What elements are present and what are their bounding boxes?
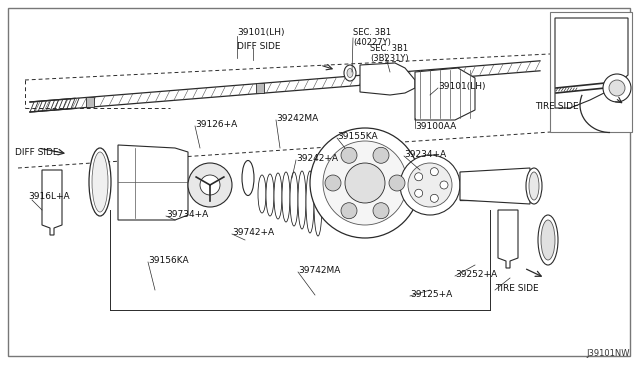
Ellipse shape	[258, 175, 266, 213]
Text: 39101(LH): 39101(LH)	[438, 82, 486, 91]
Circle shape	[430, 194, 438, 202]
Circle shape	[310, 128, 420, 238]
Circle shape	[609, 80, 625, 96]
Text: SEC. 3B1
(3B231Y): SEC. 3B1 (3B231Y)	[370, 44, 408, 63]
Bar	[386, 73, 394, 83]
Text: 39242+A: 39242+A	[296, 154, 338, 163]
Circle shape	[603, 74, 631, 102]
Ellipse shape	[314, 170, 322, 236]
Circle shape	[345, 163, 385, 203]
Text: 39125+A: 39125+A	[410, 290, 452, 299]
Ellipse shape	[282, 172, 290, 222]
Polygon shape	[460, 168, 530, 204]
Polygon shape	[555, 18, 628, 108]
Bar	[550, 12, 632, 132]
Ellipse shape	[266, 174, 274, 216]
Ellipse shape	[306, 171, 314, 233]
Ellipse shape	[529, 172, 539, 200]
Text: DIFF SIDE: DIFF SIDE	[237, 42, 280, 51]
Text: 39234+A: 39234+A	[404, 150, 446, 159]
Text: 3916L+A: 3916L+A	[28, 192, 70, 201]
Text: SEC. 3B1
(40227Y): SEC. 3B1 (40227Y)	[353, 28, 391, 47]
Circle shape	[440, 181, 448, 189]
Text: DIFF SIDE: DIFF SIDE	[15, 148, 58, 157]
Polygon shape	[360, 63, 415, 95]
Text: 39156KA: 39156KA	[148, 256, 189, 265]
Circle shape	[389, 175, 405, 191]
Ellipse shape	[538, 215, 558, 265]
Text: TIRE SIDE: TIRE SIDE	[535, 102, 579, 111]
Text: 39252+A: 39252+A	[455, 270, 497, 279]
Circle shape	[341, 147, 357, 163]
Ellipse shape	[526, 168, 542, 204]
Ellipse shape	[298, 171, 306, 229]
Bar	[86, 97, 94, 107]
Polygon shape	[498, 210, 518, 268]
Text: J39101NW: J39101NW	[586, 349, 630, 358]
Text: TIRE SIDE: TIRE SIDE	[495, 284, 539, 293]
Ellipse shape	[344, 65, 356, 81]
Text: 39155KA: 39155KA	[337, 132, 378, 141]
Bar	[256, 83, 264, 93]
Ellipse shape	[316, 176, 328, 214]
Circle shape	[323, 141, 407, 225]
Ellipse shape	[337, 138, 353, 158]
Text: 39742+A: 39742+A	[232, 228, 274, 237]
Ellipse shape	[340, 141, 350, 155]
Ellipse shape	[274, 173, 282, 219]
Circle shape	[415, 189, 422, 197]
Ellipse shape	[89, 148, 111, 216]
Text: 39242MA: 39242MA	[276, 114, 318, 123]
Circle shape	[341, 203, 357, 219]
Circle shape	[188, 163, 232, 207]
Ellipse shape	[541, 220, 555, 260]
Ellipse shape	[242, 160, 254, 196]
Circle shape	[400, 155, 460, 215]
Circle shape	[200, 175, 220, 195]
Polygon shape	[118, 145, 188, 220]
Text: 39126+A: 39126+A	[195, 120, 237, 129]
Ellipse shape	[290, 172, 298, 226]
Circle shape	[415, 173, 422, 181]
Text: 39734+A: 39734+A	[166, 210, 208, 219]
Ellipse shape	[92, 152, 108, 212]
Circle shape	[430, 168, 438, 176]
Polygon shape	[415, 68, 475, 120]
Text: 39742MA: 39742MA	[298, 266, 340, 275]
Text: 39101(LH): 39101(LH)	[237, 28, 285, 37]
Polygon shape	[42, 170, 62, 235]
Circle shape	[408, 163, 452, 207]
Circle shape	[373, 147, 389, 163]
Circle shape	[373, 203, 389, 219]
Circle shape	[325, 175, 341, 191]
Ellipse shape	[347, 68, 353, 77]
Text: 39100AA: 39100AA	[415, 122, 456, 131]
